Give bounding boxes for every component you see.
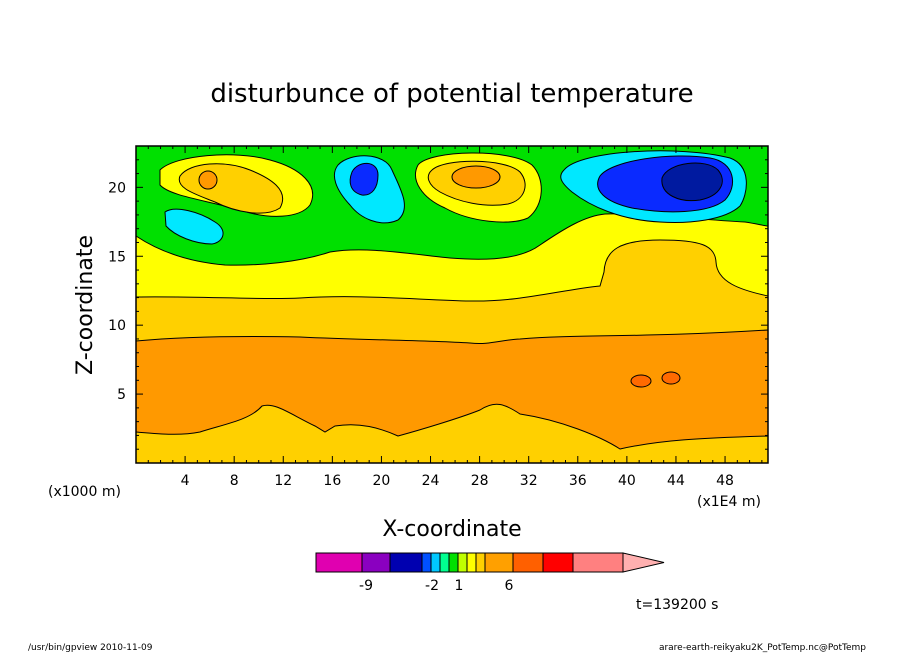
x-tick-label: 8: [230, 473, 239, 489]
chart-title: disturbunce of potential temperature: [210, 79, 693, 109]
footer-right: arare-earth-reikyaku2K_PotTemp.nc@PotTem…: [659, 643, 866, 653]
y-axis-ticks: 5 10 15 20: [108, 159, 768, 450]
colorbar-segment: [430, 552, 441, 573]
x-axis-label: X-coordinate: [382, 517, 521, 542]
time-label: t=139200 s: [636, 597, 718, 613]
region-lower-band: [135, 403, 769, 464]
x-unit-right: (x1E4 m): [697, 494, 761, 510]
colorbar-label: 6: [505, 578, 514, 594]
x-tick-label: 32: [520, 473, 538, 489]
x-tick-label: 36: [569, 473, 587, 489]
colorbar-segment: [448, 552, 459, 573]
region-dark-blue-blob: [661, 162, 723, 202]
region-dark-orange-blob-3: [630, 374, 652, 388]
colorbar-label: -2: [425, 578, 439, 594]
colorbar-segment: [315, 552, 363, 573]
colorbar-segment: [572, 552, 624, 573]
colorbar-segment: [439, 552, 450, 573]
colorbar-label: 1: [455, 578, 464, 594]
x-tick-label: 40: [618, 473, 636, 489]
y-axis-label: Z-coordinate: [73, 235, 98, 375]
colorbar-segment: [542, 552, 574, 573]
x-tick-label: 28: [471, 473, 489, 489]
colorbar-segment: [421, 552, 432, 573]
colorbar-segment: [475, 552, 486, 573]
contour-plot: [135, 146, 769, 464]
x-axis-ticks: 4 8 12 16 20 24 28 32 36 40 44 48: [147, 146, 763, 489]
x-tick-label: 44: [667, 473, 685, 489]
y-tick-label: 15: [108, 249, 126, 265]
colorbar-labels: -9 -2 1 6: [359, 578, 514, 594]
colorbar-segment: [389, 552, 423, 573]
plot-frame: [135, 145, 769, 464]
region-dark-orange-blob-4: [661, 371, 681, 385]
x-tick-label: 20: [373, 473, 391, 489]
y-tick-label: 10: [108, 318, 126, 334]
colorbar-label: -9: [359, 578, 373, 594]
region-blue-blob-1: [349, 162, 379, 196]
region-dark-orange-blob-2: [451, 165, 501, 189]
region-dark-orange-blob-1: [198, 170, 218, 190]
colorbar-segment: [466, 552, 477, 573]
x-unit-left: (x1000 m): [48, 484, 121, 500]
y-tick-label: 5: [117, 387, 126, 403]
y-tick-label: 20: [108, 180, 126, 196]
colorbar-segment: [361, 552, 391, 573]
x-tick-label: 16: [323, 473, 341, 489]
region-cyan-blob-2: [164, 208, 224, 245]
x-tick-label: 4: [181, 473, 190, 489]
x-tick-label: 12: [274, 473, 292, 489]
colorbar-segment: [457, 552, 468, 573]
colorbar-segment: [484, 552, 514, 573]
x-tick-label: 24: [422, 473, 440, 489]
x-tick-label: 48: [716, 473, 734, 489]
colorbar-segment: [512, 552, 544, 573]
footer-left: /usr/bin/gpview 2010-11-09: [28, 643, 153, 653]
colorbar-arrow: [622, 552, 665, 573]
colorbar: [315, 552, 665, 573]
